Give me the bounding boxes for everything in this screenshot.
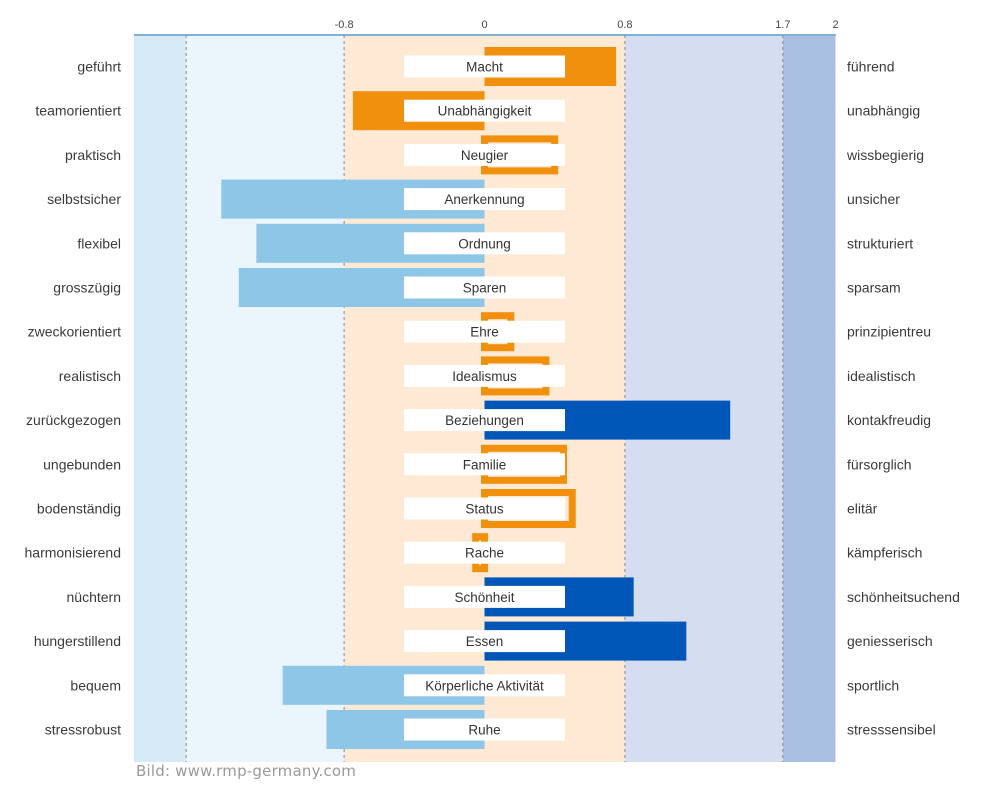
motive-label: Rache	[465, 546, 504, 561]
motive-row: Macht	[404, 47, 617, 86]
left-pole-label: harmonisierend	[25, 545, 122, 561]
right-pole-label: wissbegierig	[846, 147, 924, 163]
tick-label-0: -0.8	[335, 19, 354, 31]
motive-label: Körperliche Aktivität	[425, 678, 544, 693]
tick-label-4: 2	[832, 19, 838, 31]
bars: Macht Unabhängigkeit Neugier Anerkennung Ord…	[221, 47, 731, 749]
right-pole-label: führend	[847, 59, 894, 75]
left-pole-labels: geführt teamorientiert praktisch selbstsich…	[25, 59, 122, 738]
left-pole-label: zweckorientiert	[28, 324, 121, 340]
left-pole-label: grosszügig	[53, 280, 121, 296]
left-pole-label: ungebunden	[43, 456, 121, 472]
motive-label-box	[404, 453, 565, 476]
motive-label-box	[404, 320, 565, 343]
motive-label: Ruhe	[468, 723, 500, 738]
band-1	[186, 35, 345, 762]
band-0	[134, 35, 187, 762]
motive-row: Familie	[404, 444, 567, 484]
axis-tick-labels: -0.8 0 0.8 1.7 2	[335, 19, 839, 31]
motive-label: Sparen	[463, 281, 507, 296]
motive-label-box	[404, 674, 565, 697]
motive-label: Status	[465, 502, 504, 517]
motive-row: Sparen	[238, 268, 565, 307]
motive-row: Ehre	[404, 312, 565, 352]
motive-label-box	[404, 497, 565, 520]
left-pole-label: zurückgezogen	[26, 412, 121, 428]
left-pole-label: hungerstillend	[34, 633, 121, 649]
right-pole-label: elitär	[847, 501, 878, 517]
right-pole-label: schönheitsuchend	[847, 589, 960, 605]
right-pole-label: idealistisch	[847, 368, 915, 384]
motive-label: Macht	[466, 60, 503, 75]
motive-row: Unabhängigkeit	[352, 91, 565, 131]
motive-label: Familie	[463, 457, 507, 472]
motive-label-box	[404, 364, 565, 387]
right-pole-label: unabhängig	[847, 103, 920, 119]
dashed-reference-lines	[185, 35, 784, 762]
motive-row: Status	[404, 489, 576, 528]
right-pole-label: sportlich	[847, 677, 899, 693]
left-pole-label: realistisch	[59, 368, 121, 384]
left-pole-label: praktisch	[65, 147, 121, 163]
left-pole-label: selbstsicher	[47, 191, 121, 207]
left-pole-label: flexibel	[77, 235, 121, 251]
right-pole-label: geniesserisch	[847, 633, 933, 649]
left-pole-label: bequem	[70, 677, 121, 693]
tick-label-1: 0	[481, 19, 487, 31]
right-pole-label: stresssensibel	[847, 722, 936, 738]
left-pole-label: bodenständig	[37, 501, 121, 517]
right-pole-label: sparsam	[847, 280, 901, 296]
motive-label-box	[404, 585, 565, 608]
motive-label: Ehre	[470, 325, 499, 340]
right-pole-labels: führend unabhängig wissbegierig unsicher str…	[846, 59, 960, 738]
tick-label-2: 0.8	[617, 19, 632, 31]
right-pole-label: unsicher	[847, 191, 900, 207]
motive-label: Essen	[466, 634, 504, 649]
right-pole-label: kontakfreudig	[847, 412, 931, 428]
motive-row: Neugier	[404, 135, 565, 175]
left-pole-label: nüchtern	[67, 589, 121, 605]
motive-label-box	[404, 143, 565, 166]
motive-row: Ordnung	[256, 223, 565, 263]
motive-label-box	[404, 232, 565, 255]
motive-label-box	[404, 55, 565, 78]
motive-label: Idealismus	[452, 369, 517, 384]
tick-label-3: 1.7	[775, 19, 790, 31]
left-pole-label: teamorientiert	[35, 103, 121, 119]
right-pole-label: strukturiert	[847, 235, 913, 251]
motive-label-box	[404, 409, 565, 432]
motive-row: Beziehungen	[404, 400, 731, 440]
motive-row: Ruhe	[326, 710, 565, 749]
right-pole-label: fürsorglich	[847, 456, 912, 472]
motive-label: Unabhängigkeit	[438, 104, 532, 119]
right-pole-label: prinzipientreu	[847, 324, 931, 340]
motive-label-box	[404, 188, 565, 211]
right-pole-label: kämpferisch	[847, 545, 922, 561]
motive-row: Schönheit	[404, 577, 634, 617]
image-credit: Bild: www.rmp-germany.com	[136, 762, 357, 780]
motive-label-box	[404, 541, 565, 564]
motive-label: Schönheit	[454, 590, 514, 605]
scale-bands	[134, 34, 836, 762]
motive-label-box	[404, 99, 565, 122]
left-pole-label: geführt	[77, 59, 121, 75]
motive-row: Essen	[404, 621, 687, 661]
motive-label-box	[404, 630, 565, 653]
motive-label: Ordnung	[458, 236, 511, 251]
motive-label-box	[404, 276, 565, 299]
motive-label: Anerkennung	[444, 192, 524, 207]
motive-row: Idealismus	[404, 356, 565, 396]
left-pole-label: stressrobust	[45, 722, 121, 738]
motive-label: Beziehungen	[445, 413, 524, 428]
motive-label-box	[404, 718, 565, 741]
motive-row: Körperliche Aktivität	[282, 665, 565, 705]
motive-label: Neugier	[461, 148, 509, 163]
band-4	[782, 35, 836, 762]
motive-row: Rache	[404, 533, 565, 573]
motive-row: Anerkennung	[221, 179, 565, 219]
